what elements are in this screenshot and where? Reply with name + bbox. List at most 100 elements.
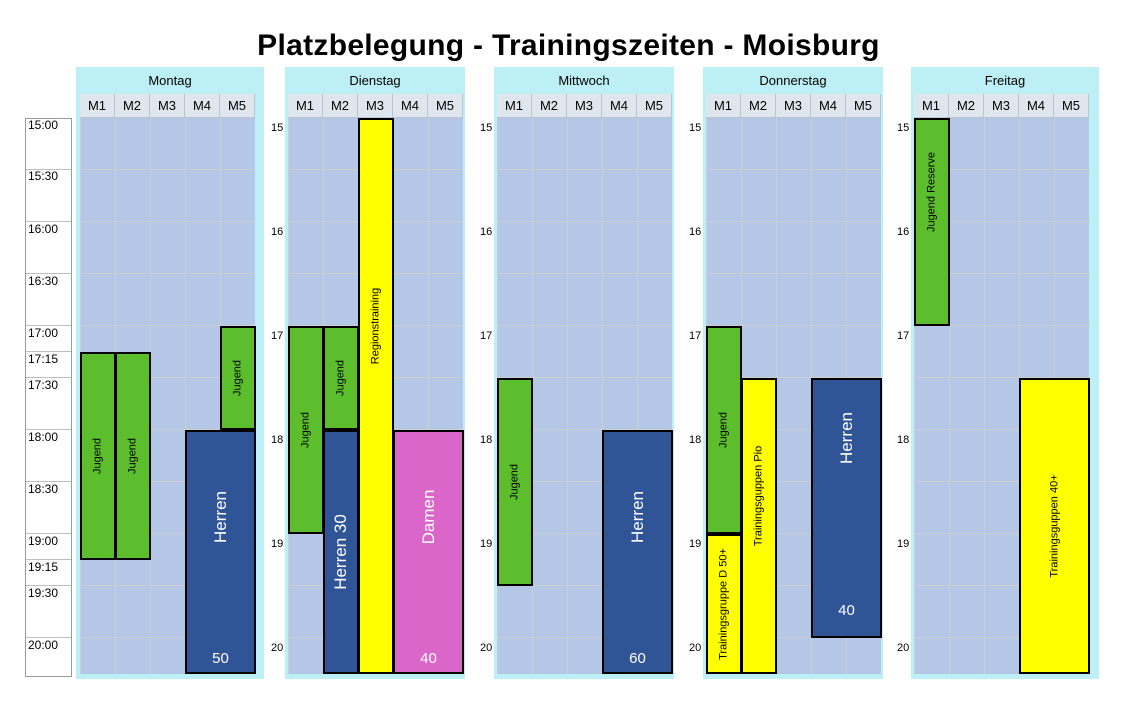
booking-block[interactable]: Jugend xyxy=(288,326,324,534)
booking-block[interactable]: Trainingsguppen 40+ xyxy=(1019,378,1090,674)
grid-line xyxy=(567,118,568,674)
time-row-divider xyxy=(26,429,71,430)
hour-label: 15 xyxy=(897,122,910,134)
booking-number: 50 xyxy=(212,650,229,667)
booking-block[interactable]: Jugend xyxy=(706,326,742,534)
booking-block[interactable]: Herren 40 xyxy=(811,378,882,638)
booking-block[interactable]: Herren 60 xyxy=(602,430,673,674)
booking-block[interactable]: Jugend Reserve xyxy=(914,118,950,326)
grid-line xyxy=(80,377,255,378)
booking-block[interactable]: Herren 50 xyxy=(185,430,256,674)
grid-line xyxy=(914,533,1089,534)
booking-number: 40 xyxy=(420,650,437,667)
page-title: Platzbelegung - Trainingszeiten - Moisbu… xyxy=(257,29,880,62)
booking-block[interactable]: Jugend xyxy=(323,326,359,430)
booking-number: 60 xyxy=(629,650,646,667)
time-row-divider xyxy=(26,637,71,638)
time-label: 15:00 xyxy=(28,118,59,132)
booking-block[interactable]: Jugend xyxy=(80,352,116,560)
grid-line xyxy=(497,169,672,170)
grid-line xyxy=(428,118,429,674)
booking-label: Trainingsgruppe D 50+ xyxy=(717,548,730,660)
grid-line xyxy=(80,533,255,534)
grid-line xyxy=(497,221,672,222)
field-header-m3: M3 xyxy=(150,94,185,118)
hour-label: 16 xyxy=(271,226,284,238)
booking-number: 40 xyxy=(838,602,855,619)
day-name: Mittwoch xyxy=(558,73,610,88)
field-header-m4: M4 xyxy=(602,94,637,118)
booking-block[interactable]: Trainingsgruppe D 50+ xyxy=(706,534,742,674)
grid-line xyxy=(949,118,950,674)
field-header-m3: M3 xyxy=(984,94,1019,118)
grid-line xyxy=(80,325,255,326)
booking-label: Herren xyxy=(836,412,856,464)
grid-line xyxy=(914,481,1089,482)
grid-line xyxy=(706,273,881,274)
booking-label: Jugend Reserve xyxy=(925,151,938,233)
grid-line xyxy=(914,637,1089,638)
grid-line xyxy=(706,637,881,638)
hour-label: 20 xyxy=(897,642,910,654)
hour-label: 18 xyxy=(689,434,702,446)
day-name: Dienstag xyxy=(349,73,401,88)
grid-line xyxy=(80,585,255,586)
field-header-m1: M1 xyxy=(80,94,115,118)
grid-line xyxy=(914,169,1089,170)
time-row-divider xyxy=(26,169,71,170)
booking-block[interactable]: Damen 40 xyxy=(393,430,464,674)
field-header-m5: M5 xyxy=(637,94,672,118)
hour-label: 15 xyxy=(480,122,493,134)
grid-line xyxy=(602,118,603,674)
time-label: 16:00 xyxy=(28,222,59,236)
time-label: 17:15 xyxy=(28,352,59,366)
grid-line xyxy=(80,169,255,170)
booking-block[interactable]: Herren 30 xyxy=(323,430,359,674)
grid-line xyxy=(497,585,672,586)
booking-label: Damen xyxy=(418,489,438,545)
time-label: 15:30 xyxy=(28,169,59,183)
hour-label: 18 xyxy=(271,434,284,446)
grid-line xyxy=(914,273,1089,274)
booking-label: Jugend xyxy=(717,411,730,449)
field-header-m2: M2 xyxy=(532,94,567,118)
booking-label: Jugend xyxy=(91,437,104,475)
time-label: 18:30 xyxy=(28,482,59,496)
hour-label: 17 xyxy=(480,330,493,342)
grid-line xyxy=(914,325,1089,326)
time-label: 19:00 xyxy=(28,534,59,548)
booking-block[interactable]: Jugend xyxy=(115,352,151,560)
grid-line xyxy=(984,118,985,674)
booking-block[interactable]: Jugend xyxy=(497,378,533,586)
time-label: 19:15 xyxy=(28,560,59,574)
hour-label: 18 xyxy=(480,434,493,446)
booking-block[interactable]: Trainingsguppen Pio xyxy=(741,378,777,674)
hour-label: 15 xyxy=(271,122,284,134)
grid-line xyxy=(80,273,255,274)
booking-block[interactable]: Regionstraining xyxy=(358,118,394,674)
time-row-divider xyxy=(26,221,71,222)
field-header-m5: M5 xyxy=(220,94,255,118)
grid-line xyxy=(80,221,255,222)
field-header-m1: M1 xyxy=(706,94,741,118)
grid-line xyxy=(497,637,672,638)
hour-label: 16 xyxy=(689,226,702,238)
field-header-m4: M4 xyxy=(811,94,846,118)
booking-block[interactable]: Jugend xyxy=(220,326,256,430)
booking-label: Trainingsguppen 40+ xyxy=(1048,474,1060,578)
hour-label: 20 xyxy=(271,642,284,654)
grid-line xyxy=(706,221,881,222)
field-header-m2: M2 xyxy=(741,94,776,118)
grid-line xyxy=(497,273,672,274)
field-header-m1: M1 xyxy=(288,94,323,118)
time-row-divider xyxy=(26,533,71,534)
grid-line xyxy=(497,377,672,378)
time-label: 19:30 xyxy=(28,586,59,600)
hour-label: 19 xyxy=(480,538,493,550)
field-header-m2: M2 xyxy=(323,94,358,118)
booking-label: Jugend xyxy=(299,411,312,449)
time-label: 20:00 xyxy=(28,638,59,652)
field-header-m4: M4 xyxy=(1019,94,1054,118)
hour-label: 16 xyxy=(480,226,493,238)
grid-line xyxy=(706,429,881,430)
